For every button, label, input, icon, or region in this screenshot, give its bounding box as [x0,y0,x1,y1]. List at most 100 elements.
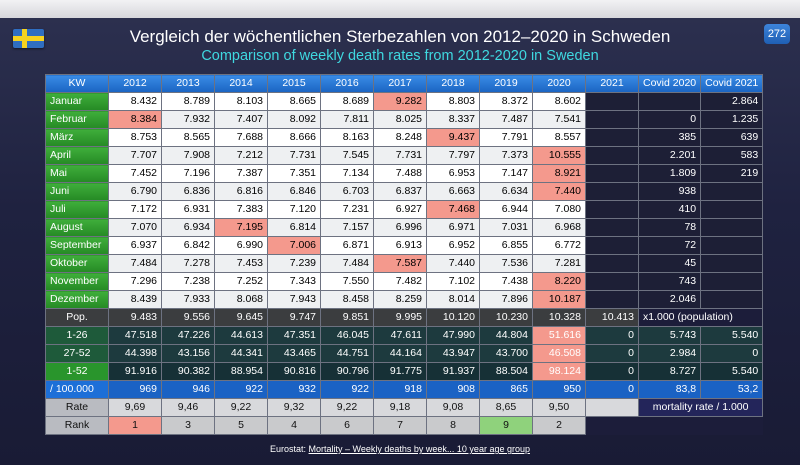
table-cell: 8.565 [161,128,215,147]
table-cell: 44.341 [214,344,268,363]
table-cell: 47.990 [426,326,480,345]
table-cell: 865 [479,380,533,399]
table-cell: 1.809 [637,164,702,183]
table-row: August 7.070 6.934 7.195 6.814 7.157 6.996 6.97… [45,218,764,237]
month-label: März [45,128,109,147]
table-cell: 9.851 [320,308,374,327]
table-cell: 922 [320,380,374,399]
table-row: Februar 8.384 7.932 7.407 8.092 7.811 8.025 8.3… [45,110,764,129]
table-cell: 6.790 [108,182,162,201]
table-cell: 90.796 [320,362,374,381]
table-cell: 2 [532,416,586,435]
table-cell: 5 [214,416,268,435]
death-table: KW 2012 2013 2014 2015 2016 2017 2018 2019 2020 20… [45,74,764,435]
table-cell [700,254,764,273]
table-cell: 8.458 [320,290,374,309]
table-cell [700,236,764,255]
sweden-flag-icon [13,29,44,48]
month-label: April [45,146,109,165]
table-cell: 7.482 [373,272,427,291]
table-cell [585,164,639,183]
column-header: 2014 [214,74,268,93]
table-cell [637,92,702,111]
table-cell: 72 [637,236,702,255]
table-cell: 8.103 [214,92,268,111]
table-cell: 7.134 [320,164,374,183]
table-cell: 88.504 [479,362,533,381]
table-cell: 10.230 [479,308,533,327]
table-cell: 8.337 [426,110,480,129]
table-cell [585,272,639,291]
table-cell: 6.913 [373,236,427,255]
table-cell: 7.147 [479,164,533,183]
table-cell: 44.398 [108,344,162,363]
table-cell: 7.070 [108,218,162,237]
table-cell: 219 [700,164,764,183]
table-cell: 8.753 [108,128,162,147]
table-cell: 8.259 [373,290,427,309]
slide-number-badge: 272 [764,24,790,44]
table-cell: 44.751 [320,344,374,363]
table-cell: 918 [373,380,427,399]
table-cell: 8.068 [214,290,268,309]
rate-row: Rate 9,69 9,46 9,22 9,32 9,22 9,18 9,08 8,65 9,50… [45,398,764,417]
table-cell: 43.700 [479,344,533,363]
table-cell [585,200,639,219]
table-cell: 7.383 [214,200,268,219]
table-cell: 7.172 [108,200,162,219]
table-cell: 6.996 [373,218,427,237]
table-cell: 7.933 [161,290,215,309]
row-label: Pop. [45,308,109,327]
table-cell: 8.439 [108,290,162,309]
table-cell: 8.602 [532,92,586,111]
table-cell: 8.666 [267,128,321,147]
table-cell: 7.488 [373,164,427,183]
table-cell: 7.731 [373,146,427,165]
table-cell [585,146,639,165]
table-cell: 88.954 [214,362,268,381]
table-cell: 7.896 [479,290,533,309]
table-cell: 2.046 [637,290,702,309]
table-cell: 9,22 [214,398,268,417]
table-cell: 6.871 [320,236,374,255]
table-cell: 7.452 [108,164,162,183]
table-cell: 7.811 [320,110,374,129]
table-cell: 9,18 [373,398,427,417]
table-cell: 385 [637,128,702,147]
table-cell: 7.440 [532,182,586,201]
table-cell: 8.163 [320,128,374,147]
table-cell: 4 [267,416,321,435]
month-label: Dezember [45,290,109,309]
table-row: März 8.753 8.565 7.688 8.666 8.163 8.248 9.437 7… [45,128,764,147]
table-cell: 90.816 [267,362,321,381]
row-label: 27-52 [45,344,109,363]
source-link[interactable]: Mortality – Weekly deaths by week... 10 … [308,444,530,454]
month-label: November [45,272,109,291]
table-cell: 8,65 [479,398,533,417]
table-cell: 7.707 [108,146,162,165]
table-cell: 7 [373,416,427,435]
table-cell: 7.484 [320,254,374,273]
table-cell: 743 [637,272,702,291]
table-cell: 9 [479,416,533,435]
table-cell: 7.239 [267,254,321,273]
table-cell: 7.120 [267,200,321,219]
table-cell: 3 [161,416,215,435]
table-cell: 7.731 [267,146,321,165]
table-cell: 7.006 [267,236,321,255]
table-cell: 10.187 [532,290,586,309]
table-cell: 0 [585,344,639,363]
table-cell: 78 [637,218,702,237]
table-cell: 9.437 [426,128,480,147]
table-row: Juni 6.790 6.836 6.816 6.846 6.703 6.837 6.663 6… [45,182,764,201]
table-cell: 6.990 [214,236,268,255]
month-label: September [45,236,109,255]
table-cell: 7.536 [479,254,533,273]
table-cell: 7.231 [320,200,374,219]
table-cell: 7.351 [267,164,321,183]
table-cell: 7.080 [532,200,586,219]
table-cell: 7.102 [426,272,480,291]
column-header: 2021 [585,74,639,93]
table-cell: 908 [426,380,480,399]
table-cell: 6.814 [267,218,321,237]
